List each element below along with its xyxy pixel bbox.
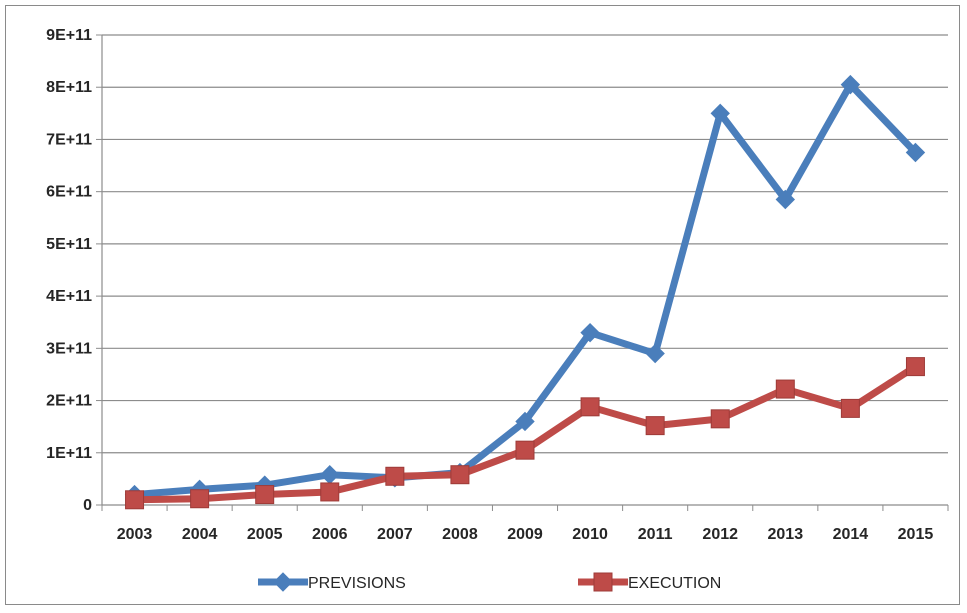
x-tick-label: 2012	[702, 526, 738, 543]
data-point-execution	[450, 465, 470, 485]
series-markers	[124, 74, 926, 510]
data-point-previsions	[320, 465, 340, 485]
series-lines	[131, 81, 919, 504]
data-point-execution	[320, 482, 340, 502]
data-point-execution	[385, 466, 405, 486]
data-point-execution	[580, 397, 600, 417]
legend-label-previsions: PREVISIONS	[308, 575, 406, 592]
y-tick-label: 6E+11	[46, 184, 92, 201]
x-tick-label: 2010	[572, 526, 608, 543]
y-tick-label: 8E+11	[46, 79, 92, 96]
data-point-execution	[775, 379, 795, 399]
legend-marker-previsions	[273, 572, 293, 592]
x-tick-label: 2014	[833, 526, 869, 543]
series-line-previsions	[131, 81, 919, 499]
data-point-previsions	[710, 103, 730, 124]
data-point-execution	[515, 440, 535, 460]
data-point-previsions	[840, 74, 861, 95]
series-line-execution	[131, 363, 919, 504]
y-tick-label: 0	[83, 497, 92, 514]
x-tick-label: 2011	[638, 526, 673, 543]
data-point-execution	[190, 489, 210, 509]
legend-marker-execution	[593, 572, 613, 592]
data-point-execution	[125, 490, 145, 510]
x-tick-labels: 2003 2004 2005 2006 2007 2008 2009 2010 2011 2012…	[117, 526, 934, 543]
y-tick-label: 7E+11	[46, 131, 92, 148]
legend: PREVISIONS EXECUTION	[258, 572, 721, 592]
data-point-execution	[840, 398, 860, 418]
data-point-previsions	[775, 189, 796, 210]
y-tick-label: 1E+11	[46, 445, 92, 462]
y-tick-label: 2E+11	[46, 393, 92, 410]
data-point-execution	[645, 416, 665, 436]
y-tick-label: 3E+11	[46, 340, 92, 357]
gridlines	[102, 34, 948, 454]
data-point-previsions	[515, 411, 535, 432]
x-tick-label: 2013	[768, 526, 804, 543]
legend-label-execution: EXECUTION	[628, 575, 721, 592]
x-tick-label: 2004	[182, 526, 218, 543]
x-tick-label: 2009	[507, 526, 543, 543]
x-tick-label: 2008	[442, 526, 478, 543]
x-tick-label: 2005	[247, 526, 283, 543]
y-tick-label: 5E+11	[46, 236, 92, 253]
y-tick-labels: 0 1E+11 2E+11 3E+11 4E+11 5E+11 6E+11 7E+11 8E+1…	[46, 27, 92, 514]
y-tick-label: 4E+11	[46, 288, 92, 305]
data-point-execution	[710, 409, 730, 429]
x-tick-label: 2015	[898, 526, 934, 543]
data-point-previsions	[580, 322, 600, 343]
x-tick-label: 2007	[377, 526, 413, 543]
data-point-previsions	[645, 343, 665, 364]
y-tick-label: 9E+11	[46, 27, 92, 44]
data-point-previsions	[905, 142, 926, 163]
x-tick-label: 2003	[117, 526, 153, 543]
x-tick-label: 2006	[312, 526, 348, 543]
data-point-execution	[255, 485, 275, 505]
data-point-execution	[905, 357, 925, 377]
axes	[96, 34, 949, 511]
